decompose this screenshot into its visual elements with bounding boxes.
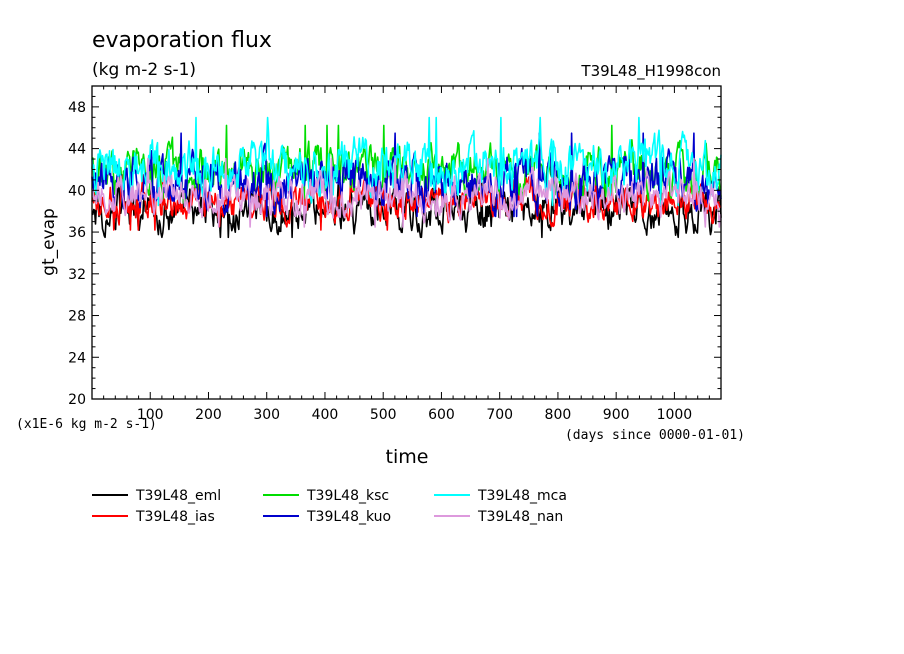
legend-item: T39L48_kuo xyxy=(263,509,391,525)
legend-label: T39L48_ias xyxy=(135,509,215,525)
legend-item: T39L48_eml xyxy=(92,488,221,504)
y-tick-label: 36 xyxy=(68,225,86,241)
y-scale-note: (x1E-6 kg m-2 s-1) xyxy=(16,417,157,432)
x-tick-label: 100 xyxy=(137,407,164,423)
x-tick-label: 300 xyxy=(253,407,280,423)
y-tick-label: 44 xyxy=(68,142,86,158)
y-tick-label: 40 xyxy=(68,183,86,199)
series-line-T39L48_nan xyxy=(91,157,722,228)
legend-item: T39L48_nan xyxy=(434,509,563,525)
x-tick-label: 800 xyxy=(545,407,572,423)
legend-label: T39L48_nan xyxy=(477,509,563,525)
series-line-T39L48_eml xyxy=(91,179,722,239)
x-tick-label: 600 xyxy=(428,407,455,423)
x-axis: 100 200 300 400 500 600 700 800 900 1000 xyxy=(103,86,710,423)
x-tick-label: 700 xyxy=(486,407,513,423)
legend-item: T39L48_mca xyxy=(434,488,567,504)
y-axis: 20 24 28 32 36 40 44 48 xyxy=(68,95,721,408)
legend-label: T39L48_eml xyxy=(135,488,221,504)
y-tick-label: 20 xyxy=(68,392,86,408)
y-tick-label: 32 xyxy=(68,267,86,283)
legend: T39L48_eml T39L48_ias T39L48_ksc T39L48_kuo… xyxy=(92,488,567,525)
legend-label: T39L48_mca xyxy=(477,488,567,504)
series-layer xyxy=(91,116,722,239)
x-tick-label: 200 xyxy=(195,407,222,423)
x-tick-label: 900 xyxy=(603,407,630,423)
experiment-label: T39L48_H1998con xyxy=(580,62,721,81)
y-tick-label: 24 xyxy=(68,350,86,366)
chart-subtitle: (kg m-2 s-1) xyxy=(92,60,196,80)
legend-label: T39L48_ksc xyxy=(306,488,389,504)
plot-frame xyxy=(91,85,722,400)
series-line-T39L48_mca xyxy=(91,116,722,207)
x-tick-label: 1000 xyxy=(657,407,693,423)
legend-label: T39L48_kuo xyxy=(306,509,391,525)
x-tick-label: 500 xyxy=(370,407,397,423)
x-unit-note: (days since 0000-01-01) xyxy=(565,428,745,443)
y-axis-label: gt_evap xyxy=(39,208,59,276)
y-tick-label: 48 xyxy=(68,100,86,116)
legend-item: T39L48_ksc xyxy=(263,488,389,504)
legend-item: T39L48_ias xyxy=(92,509,215,525)
y-tick-label: 28 xyxy=(68,309,86,325)
x-tick-label: 400 xyxy=(312,407,339,423)
x-axis-label: time xyxy=(386,446,429,468)
chart-title: evaporation flux xyxy=(92,28,272,53)
